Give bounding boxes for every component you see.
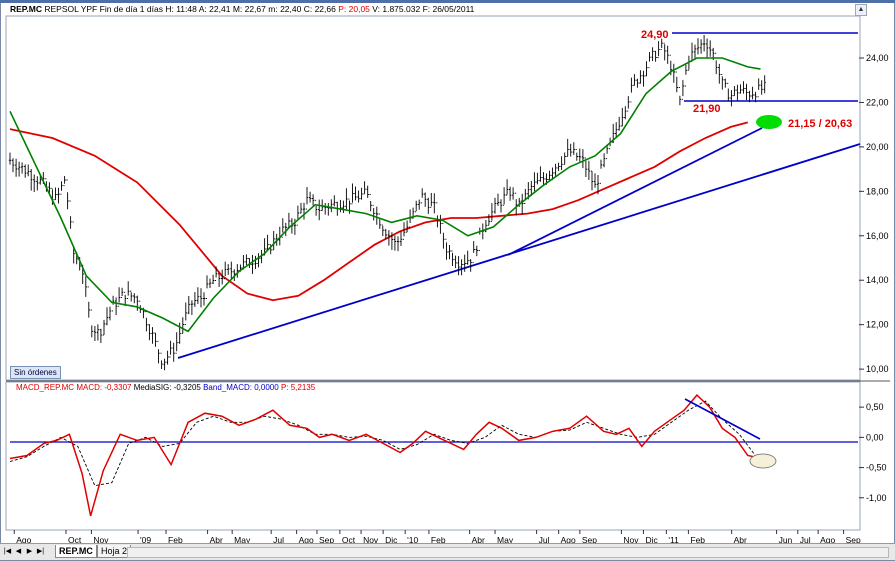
- next-sheet-icon[interactable]: ▶: [26, 548, 33, 555]
- x-tick-label: Nov: [623, 535, 639, 545]
- x-tick-label: Abr: [472, 535, 485, 545]
- sheet-tab-bar: |◀ ◀ ▶ ▶| REP.MC Hoja 2: [0, 543, 895, 560]
- macd-panel-border: [5, 381, 861, 531]
- x-tick-label: May: [234, 535, 251, 545]
- x-tick-label: Abr: [734, 535, 747, 545]
- x-tick-label: Sep: [319, 535, 334, 545]
- x-tick-label: Jul: [800, 535, 811, 545]
- x-tick-label: Ago: [16, 535, 31, 545]
- price-y-axis: 10,00 12,00 14,00 16,00 18,00 20,00 22,00 24,00: [859, 53, 889, 374]
- x-tick-label: Oct: [68, 535, 82, 545]
- macd-y-tick-label: 0,50: [866, 402, 884, 412]
- price-y-tick-label: 24,00: [866, 53, 889, 63]
- close-value: C: 22,66: [303, 4, 336, 14]
- price-series: [8, 35, 766, 371]
- last-sheet-icon[interactable]: ▶|: [36, 548, 45, 555]
- x-tick-label: '11: [668, 535, 679, 545]
- price-y-tick-label: 14,00: [866, 275, 889, 285]
- price-header: REP.MC REPSOL YPF Fin de día 1 días H: 1…: [10, 4, 474, 14]
- ma-long-series: [9, 121, 749, 302]
- low-value: m: 22,40: [268, 4, 302, 14]
- p-value: P: 5,2135: [280, 383, 316, 392]
- macd-signal-line: [9, 400, 757, 487]
- macd-series: [9, 394, 757, 517]
- x-tick-label: Nov: [363, 535, 379, 545]
- x-tick-label: '10: [407, 535, 418, 545]
- macd-title: MACD_REP.MC: [16, 383, 75, 392]
- band-value: Band_MACD: 0,0000: [203, 383, 279, 392]
- symbol: REP.MC: [10, 4, 42, 14]
- macd-y-tick-label: -0,50: [866, 463, 887, 473]
- first-sheet-icon[interactable]: |◀: [3, 548, 12, 555]
- volume-value: V: 1.875.032: [372, 4, 421, 14]
- price-bars: [8, 35, 766, 371]
- x-tick-label: Sep: [582, 535, 597, 545]
- ma-short-series: [9, 57, 761, 333]
- x-tick-label: May: [497, 535, 514, 545]
- long-trendline: [177, 143, 861, 359]
- macd-trendline: [684, 398, 761, 440]
- period: Fin de día 1 días: [99, 4, 163, 14]
- ma-short-line: [9, 57, 761, 333]
- instrument-name: REPSOL YPF: [44, 4, 98, 14]
- price-y-tick-label: 16,00: [866, 231, 889, 241]
- x-tick-label: Oct: [342, 535, 356, 545]
- x-tick-label: Jul: [539, 535, 550, 545]
- macd-header: MACD_REP.MC MACD: -0,3307 MediaSIG: -0,3…: [16, 383, 315, 392]
- x-tick-label: Feb: [168, 535, 183, 545]
- h-value: A: 22,41: [198, 4, 231, 14]
- x-tick-label: Ago: [820, 535, 835, 545]
- price-y-tick-label: 10,00: [866, 364, 889, 374]
- price-y-tick-label: 20,00: [866, 142, 889, 152]
- sin-ordenes-badge[interactable]: Sin órdenes: [10, 366, 61, 379]
- change-value: P: 20,05: [338, 4, 370, 14]
- tab-rep-mc[interactable]: REP.MC: [55, 545, 97, 558]
- x-tick-label: Nov: [93, 535, 109, 545]
- window-top-border: [0, 0, 895, 3]
- price-y-tick-label: 12,00: [866, 320, 889, 330]
- x-tick-label: Dic: [645, 535, 658, 545]
- tab-hoja-2[interactable]: Hoja 2: [97, 545, 132, 558]
- x-tick-label: Jun: [779, 535, 793, 545]
- x-tick-label: Ago: [299, 535, 314, 545]
- macd-value: MACD: -0,3307: [76, 383, 132, 392]
- ma-target-highlight: [756, 115, 782, 129]
- price-panel-border: [5, 15, 861, 381]
- date-value: F: 26/05/2011: [422, 4, 475, 14]
- x-axis: Ago Oct Nov '09 Feb Abr May Jul Ago Sep Oct Nov Dic '…: [13, 530, 861, 545]
- macd-y-axis: 0,50 0,00 -0,50 -1,00: [859, 402, 887, 503]
- prev-sheet-icon[interactable]: ◀: [15, 548, 22, 555]
- price-y-tick-label: 22,00: [866, 97, 889, 107]
- macd-signal-series: [9, 400, 757, 487]
- x-tick-label: Ago: [561, 535, 576, 545]
- resistance-label: 24,90: [641, 29, 669, 41]
- horizontal-scrollbar[interactable]: [127, 547, 889, 558]
- x-tick-label: Abr: [210, 535, 223, 545]
- price-y-tick-label: 18,00: [866, 186, 889, 196]
- macd-highlight-ellipse: [749, 453, 777, 469]
- x-tick-label: '09: [140, 535, 151, 545]
- high-value: H: 11:48: [165, 4, 197, 14]
- m-value: M: 22,67: [232, 4, 266, 14]
- x-tick-label: Feb: [690, 535, 705, 545]
- macd-line: [9, 394, 757, 517]
- ma-long-line: [9, 121, 749, 302]
- short-trendline: [507, 127, 763, 256]
- panel-up-arrow-icon[interactable]: ▲: [855, 4, 867, 16]
- x-tick-label: Feb: [431, 535, 446, 545]
- support-label: 21,90: [693, 103, 721, 115]
- macd-y-tick-label: -1,00: [866, 493, 887, 503]
- macd-y-tick-label: 0,00: [866, 432, 884, 442]
- x-tick-label: Dic: [385, 535, 398, 545]
- ma-levels-label: 21,15 / 20,63: [788, 118, 852, 130]
- signal-value: MediaSIG: -0,3205: [133, 383, 201, 392]
- x-tick-label: Sep: [846, 535, 861, 545]
- x-tick-label: Jul: [273, 535, 284, 545]
